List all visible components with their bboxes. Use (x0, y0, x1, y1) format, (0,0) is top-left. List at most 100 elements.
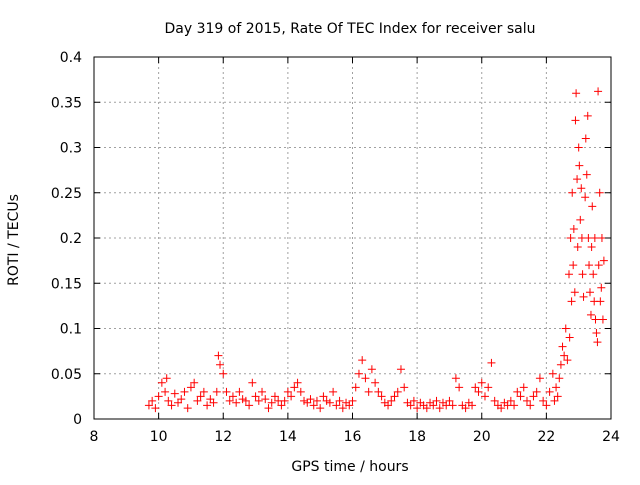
data-point (451, 374, 460, 383)
data-point (589, 270, 598, 279)
data-point (219, 369, 228, 378)
data-point (579, 292, 588, 301)
data-point (583, 111, 592, 120)
data-point (264, 404, 273, 413)
data-point (599, 256, 608, 265)
data-point (581, 134, 590, 143)
data-point (545, 387, 554, 396)
x-tick-label: 22 (537, 429, 555, 445)
data-point (300, 396, 309, 405)
data-point (484, 383, 493, 392)
x-tick-label: 20 (473, 429, 491, 445)
data-point (290, 383, 299, 392)
data-point (560, 351, 569, 360)
data-point (248, 378, 257, 387)
data-point (532, 387, 541, 396)
data-point (577, 184, 586, 193)
data-point (228, 392, 237, 401)
data-point (553, 392, 562, 401)
data-point (564, 270, 573, 279)
data-point (306, 395, 315, 404)
data-point (573, 243, 582, 252)
data-point (216, 360, 225, 369)
data-point (154, 392, 163, 401)
data-point (164, 396, 173, 405)
data-point (582, 170, 591, 179)
data-point (535, 374, 544, 383)
data-point (552, 383, 561, 392)
data-point (477, 378, 486, 387)
data-point (151, 404, 160, 413)
data-point (280, 396, 289, 405)
chart-title: Day 319 of 2015, Rate Of TEC Index for r… (164, 21, 535, 37)
data-point (435, 404, 444, 413)
data-point (550, 396, 559, 405)
data-point (598, 315, 607, 324)
data-point (254, 396, 263, 405)
data-point (468, 401, 477, 410)
data-point (591, 315, 600, 324)
data-point (597, 234, 606, 242)
y-tick-label: 0.3 (60, 141, 82, 157)
data-point (585, 261, 594, 270)
data-point (566, 234, 575, 242)
y-tick-label: 0.05 (51, 367, 82, 383)
data-point (351, 383, 360, 392)
data-point (258, 387, 267, 396)
data-point (322, 396, 331, 405)
x-tick-label: 10 (150, 429, 168, 445)
data-point (157, 378, 166, 387)
data-point (590, 234, 599, 242)
data-point (329, 387, 338, 396)
data-point (283, 387, 292, 396)
data-point (539, 396, 548, 405)
data-point (594, 87, 603, 96)
data-point (522, 396, 531, 405)
data-point (413, 404, 422, 413)
data-point (558, 342, 567, 351)
data-point (393, 387, 402, 396)
data-point (594, 261, 603, 270)
data-point (309, 401, 318, 410)
data-point (573, 175, 582, 184)
data-point (585, 288, 594, 297)
grid (94, 57, 611, 419)
data-point (354, 369, 363, 378)
data-point (595, 188, 604, 197)
data-point (167, 401, 176, 410)
data-point (222, 387, 231, 396)
data-point (569, 224, 578, 233)
data-point (241, 396, 250, 405)
data-point (338, 404, 347, 413)
data-point (316, 404, 325, 413)
x-tick-label: 12 (214, 429, 232, 445)
data-point (238, 395, 247, 404)
data-point (209, 398, 218, 407)
data-point (490, 396, 499, 405)
y-tick-label: 0 (73, 412, 82, 428)
data-point (332, 401, 341, 410)
data-point (526, 401, 535, 410)
data-point (206, 395, 215, 404)
data-point (593, 338, 602, 347)
data-point (563, 356, 572, 365)
data-point (212, 387, 221, 396)
data-point (597, 283, 606, 292)
data-point (377, 392, 386, 401)
data-point (586, 310, 595, 319)
data-point (186, 383, 195, 392)
tick-labels: 8 10 12 14 16 18 20 22 24 0 0.05 0.1 0.15 0.2 0.25 0.3 0… (51, 50, 620, 445)
data-point (587, 243, 596, 252)
y-tick-label: 0.2 (60, 231, 82, 247)
data-point (245, 401, 254, 410)
data-point (183, 404, 192, 413)
data-point (148, 396, 157, 405)
data-point (251, 392, 260, 401)
data-point (371, 378, 380, 387)
data-point (529, 392, 538, 401)
y-tick-label: 0.4 (60, 50, 82, 66)
data-point (303, 398, 312, 407)
data-point (569, 261, 578, 270)
y-tick-label: 0.25 (51, 186, 82, 202)
data-point (358, 356, 367, 365)
